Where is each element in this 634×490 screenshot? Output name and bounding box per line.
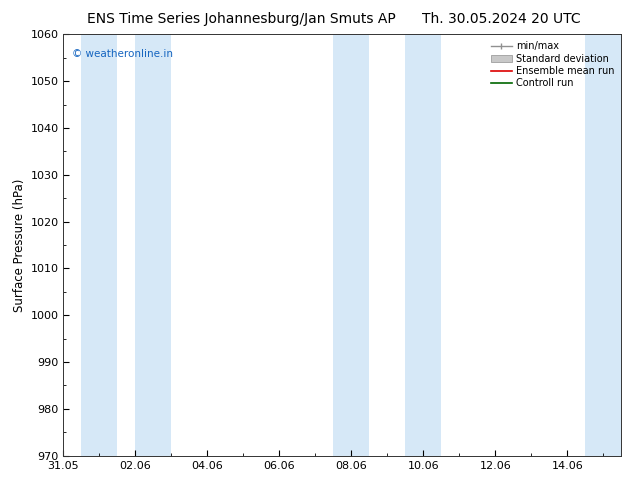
- Text: © weatheronline.in: © weatheronline.in: [72, 49, 173, 59]
- Bar: [136, 34, 171, 456]
- Bar: [585, 34, 621, 456]
- Y-axis label: Surface Pressure (hPa): Surface Pressure (hPa): [13, 178, 26, 312]
- Bar: [81, 34, 117, 456]
- Text: Th. 30.05.2024 20 UTC: Th. 30.05.2024 20 UTC: [422, 12, 580, 26]
- Legend: min/max, Standard deviation, Ensemble mean run, Controll run: min/max, Standard deviation, Ensemble me…: [489, 39, 616, 90]
- Bar: [333, 34, 370, 456]
- Bar: [405, 34, 441, 456]
- Text: ENS Time Series Johannesburg/Jan Smuts AP: ENS Time Series Johannesburg/Jan Smuts A…: [87, 12, 395, 26]
